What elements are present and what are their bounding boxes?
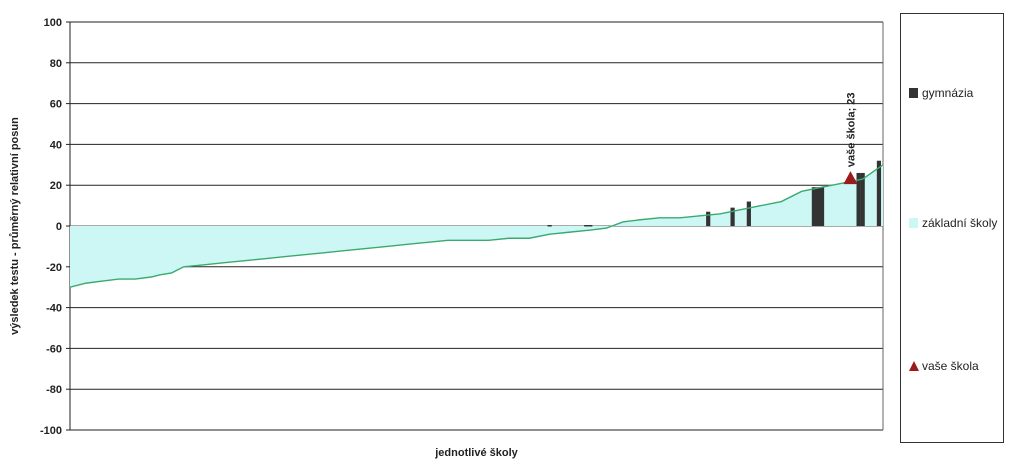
y-tick-label: -20 [46, 262, 62, 274]
bar-gymnazia [876, 160, 882, 226]
legend-label: základní školy [922, 216, 998, 230]
bar-gymnazia [815, 187, 821, 226]
chart: 100 80 60 40 20 0 -20 -40 -60 -80 -100 vaše škola;… [9, 17, 884, 459]
bar-gymnazia [730, 207, 735, 226]
y-tick-label: -80 [46, 384, 62, 396]
y-tick-label: -40 [46, 303, 62, 315]
y-tick-label: -100 [40, 425, 62, 437]
bar-gymnazia [588, 224, 593, 227]
triangle-marker-icon [909, 361, 919, 371]
legend-swatch-gymnazia [909, 88, 918, 98]
y-tick-label: 60 [50, 99, 62, 111]
legend-item-vase-skola: vaše škola [909, 359, 1002, 374]
bar-gymnazia [819, 187, 825, 226]
y-tick-label: 100 [44, 17, 62, 29]
legend-item-gymnazia: gymnázia [909, 86, 1002, 101]
x-axis-label: jednotlivé školy [434, 447, 518, 459]
bar-gymnazia [706, 211, 711, 226]
legend-label: gymnázia [922, 86, 974, 100]
y-axis-label: výsledek testu - průměrný relativní posu… [9, 117, 21, 335]
bar-gymnazia [860, 172, 865, 226]
bars-layer [547, 160, 882, 227]
ticks-layer: 100 80 60 40 20 0 -20 -40 -60 -80 -100 [40, 17, 62, 437]
y-tick-label: 40 [50, 139, 62, 151]
line-layer [69, 164, 884, 288]
legend-label: vaše škola [922, 359, 979, 373]
bar-gymnazia [811, 187, 816, 226]
y-tick-label: 0 [56, 221, 62, 233]
legend-swatch-zakladni-skoly [909, 218, 918, 228]
marker-layer: vaše škola; 23 [843, 92, 858, 185]
annotation-vase-skola: vaše škola; 23 [845, 92, 857, 167]
bar-gymnazia [547, 224, 552, 227]
area-layer [70, 164, 883, 288]
y-tick-label: -60 [46, 343, 62, 355]
bar-gymnazia [746, 201, 751, 226]
y-tick-label: 20 [50, 180, 62, 192]
marker-vase-skola [843, 171, 858, 185]
line-zakladni-skoly [69, 164, 884, 288]
y-tick-label: 80 [50, 58, 62, 70]
legend: gymnázia základní školy vaše škola [900, 13, 1004, 443]
area-zakladni-skoly [70, 164, 883, 288]
legend-item-zakladni-skoly: základní školy [909, 216, 1002, 231]
bar-gymnazia [856, 172, 861, 226]
bar-gymnazia [584, 224, 589, 227]
